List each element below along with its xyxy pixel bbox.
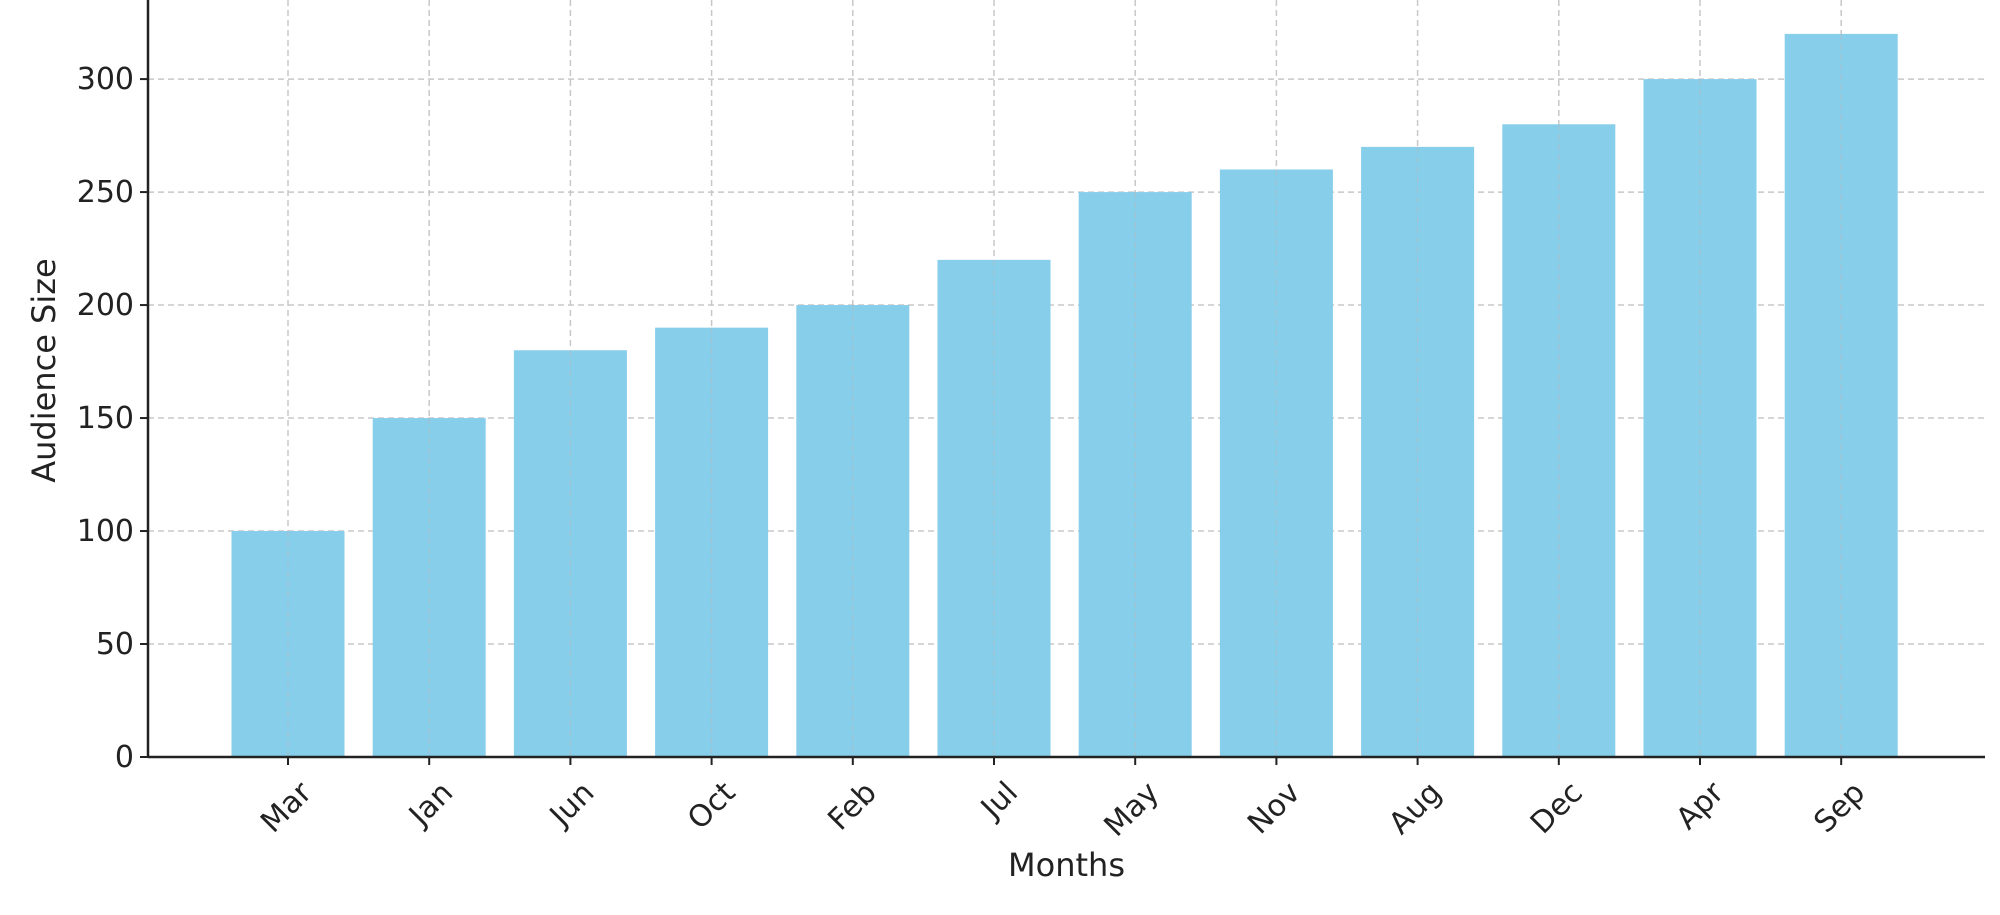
y-tick-label: 0 <box>115 740 134 775</box>
y-tick-label: 250 <box>77 175 134 210</box>
bars <box>231 33 1898 758</box>
axes <box>146 0 1985 759</box>
x-ticks: Mar Jan Jun Oct Feb Jul May Nov Aug Dec Apr Sep <box>254 757 1872 844</box>
y-tick-label: 300 <box>77 62 134 97</box>
x-tick-label: Nov <box>1241 775 1307 841</box>
x-tick-label: Dec <box>1524 775 1590 841</box>
x-tick-label: Jun <box>542 775 601 834</box>
x-tick-label: Oct <box>681 775 743 837</box>
y-tick-label: 150 <box>77 401 134 436</box>
x-tick-label: Sep <box>1807 775 1872 840</box>
x-tick-label: Jul <box>973 775 1025 827</box>
y-axis-title: Audience Size <box>25 258 63 482</box>
x-tick-label: Mar <box>254 775 319 840</box>
x-tick-label: Jan <box>401 775 460 834</box>
x-tick-label: Feb <box>821 775 883 837</box>
y-ticks: 0 50 100 150 200 250 300 <box>77 62 148 775</box>
x-tick-label: May <box>1098 775 1167 844</box>
x-tick-label: Aug <box>1382 775 1448 841</box>
y-tick-label: 50 <box>96 627 134 662</box>
x-axis-title: Months <box>1008 846 1125 884</box>
y-tick-label: 100 <box>77 514 134 549</box>
x-tick-label: Apr <box>1669 775 1731 837</box>
y-tick-label: 200 <box>77 288 134 323</box>
